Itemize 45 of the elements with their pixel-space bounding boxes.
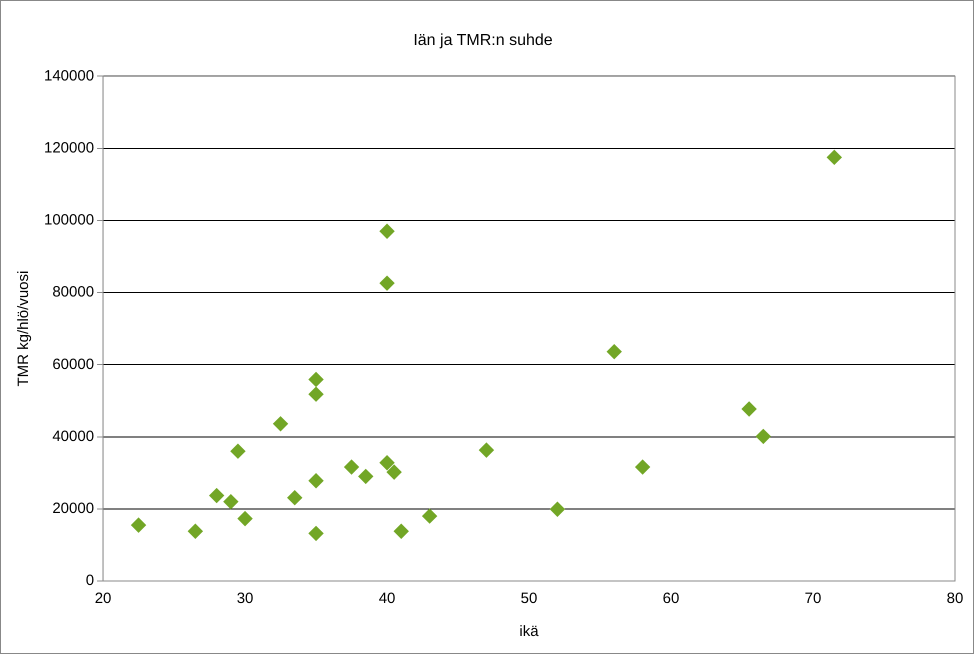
point bbox=[550, 502, 565, 517]
y-tick-label: 80000 bbox=[52, 284, 94, 301]
y-axis-title: TMR kg/hlö/vuosi bbox=[15, 270, 32, 387]
y-tick-label: 0 bbox=[86, 572, 94, 590]
y-tick-label: 140000 bbox=[44, 67, 94, 84]
point bbox=[238, 511, 253, 526]
point bbox=[273, 416, 288, 432]
point bbox=[826, 150, 842, 165]
x-tick-label: 50 bbox=[520, 590, 538, 608]
y-tick-label: 20000 bbox=[52, 500, 94, 518]
point bbox=[131, 518, 146, 533]
point bbox=[230, 444, 246, 459]
point bbox=[223, 494, 238, 510]
point bbox=[478, 442, 494, 458]
point bbox=[308, 386, 324, 402]
point bbox=[606, 344, 622, 360]
point bbox=[380, 455, 395, 470]
point bbox=[422, 508, 438, 524]
y-tick-label: 120000 bbox=[44, 139, 94, 156]
x-tick-label: 20 bbox=[94, 590, 112, 608]
point bbox=[358, 468, 374, 484]
y-tick-label: 100000 bbox=[44, 212, 94, 229]
point bbox=[287, 490, 302, 506]
point bbox=[386, 464, 402, 480]
x-tick-label: 70 bbox=[804, 590, 822, 608]
point bbox=[209, 488, 224, 504]
x-tick-label: 80 bbox=[946, 590, 964, 608]
point bbox=[380, 276, 395, 291]
x-tick-label: 40 bbox=[378, 590, 396, 608]
point bbox=[635, 460, 650, 475]
point bbox=[188, 524, 203, 539]
x-axis-title: ikä bbox=[519, 623, 540, 640]
point bbox=[344, 460, 360, 475]
x-tick-label: 30 bbox=[236, 590, 254, 608]
x-tick-label: 60 bbox=[662, 590, 680, 608]
point bbox=[380, 224, 395, 239]
point bbox=[308, 526, 324, 541]
y-tick-label: 40000 bbox=[52, 428, 94, 445]
y-tick-label: 60000 bbox=[52, 356, 94, 373]
point bbox=[394, 524, 409, 539]
point bbox=[756, 428, 771, 444]
point bbox=[742, 402, 757, 417]
point bbox=[308, 372, 324, 387]
chart-title: Iän ja TMR:n suhde bbox=[413, 32, 553, 50]
point bbox=[308, 473, 324, 488]
